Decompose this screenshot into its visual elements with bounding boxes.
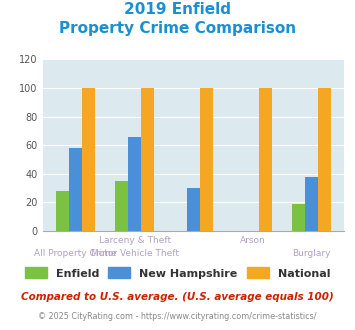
Text: Compared to U.S. average. (U.S. average equals 100): Compared to U.S. average. (U.S. average … [21, 292, 334, 302]
Text: Motor Vehicle Theft: Motor Vehicle Theft [91, 249, 179, 258]
Text: 2019 Enfield: 2019 Enfield [124, 2, 231, 16]
Bar [141, 88, 154, 231]
Bar [128, 137, 141, 231]
Bar [318, 88, 331, 231]
Text: Property Crime Comparison: Property Crime Comparison [59, 21, 296, 36]
Bar [56, 191, 69, 231]
Text: All Property Crime: All Property Crime [34, 249, 117, 258]
Bar [200, 88, 213, 231]
Bar [259, 88, 272, 231]
Bar [305, 177, 318, 231]
Bar [82, 88, 95, 231]
Text: Burglary: Burglary [292, 249, 331, 258]
Bar [187, 188, 200, 231]
Text: Arson: Arson [240, 236, 265, 245]
Legend: Enfield, New Hampshire, National: Enfield, New Hampshire, National [21, 263, 334, 283]
Bar [115, 181, 128, 231]
Text: © 2025 CityRating.com - https://www.cityrating.com/crime-statistics/: © 2025 CityRating.com - https://www.city… [38, 312, 317, 321]
Bar [69, 148, 82, 231]
Text: Larceny & Theft: Larceny & Theft [99, 236, 171, 245]
Bar [292, 204, 305, 231]
